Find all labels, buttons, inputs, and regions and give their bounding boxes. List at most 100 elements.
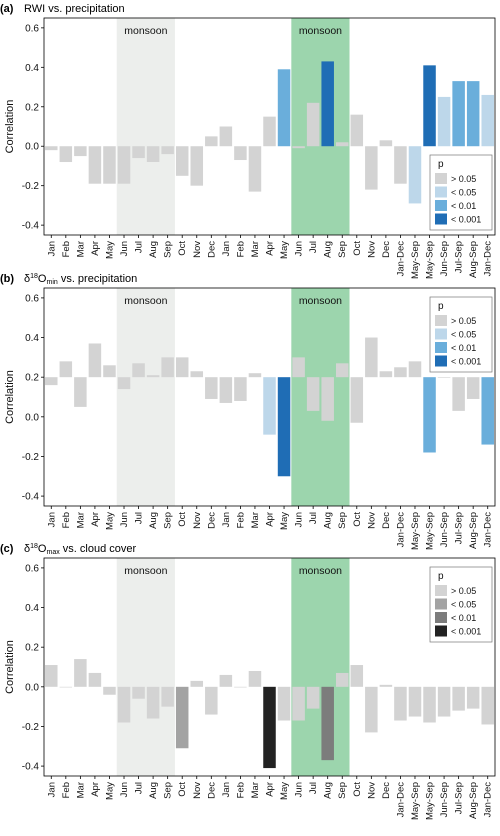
bar-a-14 <box>248 146 262 192</box>
bar-a-10 <box>190 146 204 186</box>
bar-b-9 <box>175 357 189 378</box>
xtick-label-a-25: May-Sep <box>410 241 421 279</box>
bar-c-26 <box>423 686 436 723</box>
bar-a-26 <box>423 65 436 147</box>
panel-c-title: δ18Omax vs. cloud cover <box>24 543 136 556</box>
xtick-label-b-17: Jun <box>294 512 305 527</box>
bar-b-16 <box>277 377 291 477</box>
xtick-label-c-25: May-Sep <box>410 782 421 820</box>
bar-b-6 <box>132 363 145 378</box>
bar-b-0 <box>45 377 58 386</box>
xtick-label-b-23: Dec <box>381 512 392 529</box>
panel-b-title: δ18Omin vs. precipitation <box>24 273 137 286</box>
monsoon-label-a-1: monsoon <box>299 25 342 37</box>
xtick-label-c-11: Dec <box>206 782 217 799</box>
ylabel-a: Correlation <box>4 100 16 154</box>
panel-a-title: RWI vs. precipitation <box>24 3 125 15</box>
panel-c-plot: monsoon monsoon -0.4 -0.2 0.0 0.2 0.4 0.6 Correl… <box>4 557 496 820</box>
monsoon-label-c-0: monsoon <box>124 565 167 577</box>
bar-a-9 <box>175 146 189 176</box>
xtick-label-b-13: Feb <box>235 512 246 528</box>
bar-a-0 <box>45 146 58 151</box>
xtick-label-c-10: Nov <box>192 782 203 799</box>
xtick-label-b-22: Nov <box>366 512 377 529</box>
xtick-label-a-21: Oct <box>352 241 363 256</box>
bar-b-11 <box>205 377 218 399</box>
bar-a-19 <box>321 61 334 147</box>
bar-a-25 <box>408 146 422 204</box>
xtick-label-b-0: Jan <box>46 512 57 527</box>
bar-c-12 <box>219 674 233 687</box>
bar-b-15 <box>263 377 276 435</box>
bar-a-2 <box>74 146 87 157</box>
bar-b-30 <box>481 377 494 445</box>
xtick-label-c-1: Feb <box>61 782 72 798</box>
monsoon-band-a-1 <box>291 18 350 235</box>
panel-b-plot: monsoon monsoon -0.4 -0.2 0.0 0.2 0.4 0.6 Correl… <box>4 287 496 550</box>
xtick-label-a-29: Aug-Sep <box>468 241 479 278</box>
bar-b-14 <box>248 373 262 378</box>
bar-b-5 <box>117 377 131 390</box>
bar-a-20 <box>335 142 349 147</box>
bar-b-10 <box>190 371 204 378</box>
bar-c-27 <box>437 686 451 717</box>
xtick-label-b-21: Oct <box>352 512 363 527</box>
bar-b-26 <box>423 377 436 453</box>
xtick-label-a-3: Apr <box>90 241 101 256</box>
legend-swatch-c-0 <box>435 585 447 596</box>
xtick-label-b-24: Jan-Dec <box>395 512 406 548</box>
xtick-label-c-4: May <box>104 782 115 800</box>
xtick-label-a-9: Oct <box>177 241 188 256</box>
monsoon-label-b-0: monsoon <box>124 295 167 307</box>
legend-swatch-c-3 <box>435 625 447 637</box>
xtick-label-b-11: Dec <box>206 512 217 529</box>
xtick-label-c-5: Jun <box>119 782 130 797</box>
xtick-label-a-14: Mar <box>250 241 261 257</box>
xtick-label-c-19: Aug <box>323 782 334 799</box>
xtick-label-b-1: Feb <box>61 512 72 528</box>
xtick-label-c-28: Jul-Sep <box>454 782 465 814</box>
bar-b-21 <box>350 377 364 423</box>
bar-b-28 <box>452 377 465 411</box>
bar-b-24 <box>394 367 407 378</box>
xtick-label-b-8: Sep <box>163 512 174 529</box>
xtick-label-b-2: Mar <box>75 512 86 528</box>
bar-a-16 <box>277 69 291 147</box>
monsoon-label-c-1: monsoon <box>299 565 342 577</box>
xtick-label-c-7: Aug <box>148 782 159 799</box>
xtick-label-b-16: May <box>279 512 290 530</box>
xtick-label-b-27: Jun-Sep <box>439 512 450 547</box>
ytick-label-c-5: 0.6 <box>25 563 39 574</box>
legend-swatch-b-0 <box>435 315 447 326</box>
bar-a-5 <box>117 146 131 184</box>
legend-title-a: p <box>438 159 444 170</box>
xtick-label-a-30: Jan-Dec <box>483 241 494 277</box>
bar-c-11 <box>205 686 218 715</box>
ylabel-b: Correlation <box>4 370 16 424</box>
xtick-label-c-12: Jan <box>221 782 232 797</box>
xtick-label-a-8: Sep <box>163 241 174 258</box>
bar-c-14 <box>248 670 262 687</box>
xtick-label-a-23: Dec <box>381 241 392 258</box>
bar-c-24 <box>394 686 407 721</box>
xtick-label-b-6: Jul <box>134 512 145 524</box>
bar-b-2 <box>74 377 87 407</box>
bar-a-29 <box>466 81 480 147</box>
bar-a-30 <box>481 94 494 147</box>
xtick-label-a-16: May <box>279 241 290 259</box>
bar-b-25 <box>408 361 422 378</box>
bar-c-1 <box>59 686 73 688</box>
monsoon-label-b-1: monsoon <box>299 295 342 307</box>
ytick-label-b-3: 0.2 <box>25 373 39 384</box>
bar-c-28 <box>452 686 465 711</box>
bar-c-3 <box>88 672 102 687</box>
bar-c-30 <box>481 686 494 725</box>
xtick-label-a-17: Jun <box>294 241 305 256</box>
xtick-label-b-30: Jan-Dec <box>483 512 494 548</box>
bar-c-13 <box>234 686 247 688</box>
xtick-label-b-7: Aug <box>148 512 159 529</box>
xtick-label-c-21: Oct <box>352 782 363 797</box>
xtick-label-c-18: Jul <box>308 782 319 794</box>
xtick-label-c-2: Mar <box>75 782 86 798</box>
bar-c-0 <box>45 665 58 687</box>
